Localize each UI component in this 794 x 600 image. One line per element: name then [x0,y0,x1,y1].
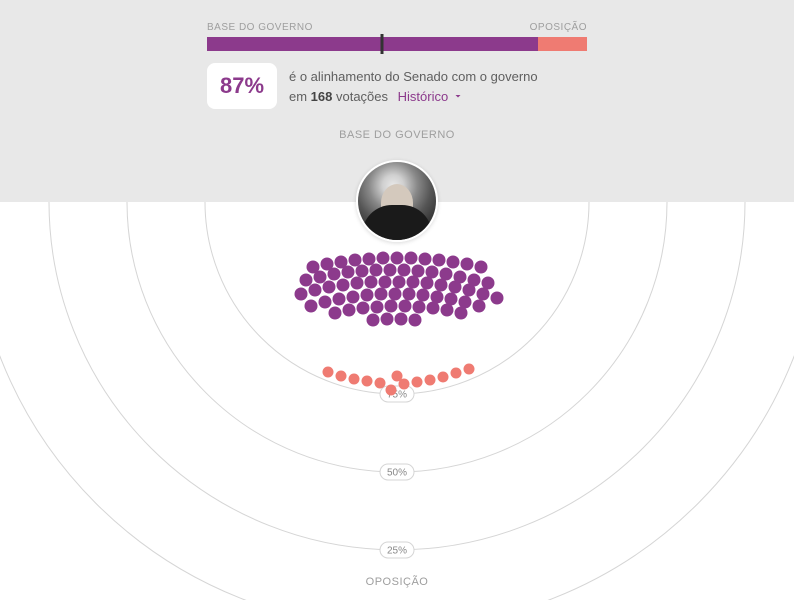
gov-label: BASE DO GOVERNO [207,22,313,33]
bar-opp-segment [538,37,587,51]
dot-government[interactable] [403,288,416,301]
dot-government[interactable] [455,307,468,320]
historic-link[interactable]: Histórico [398,87,465,107]
dot-government[interactable] [342,266,355,279]
dot-government[interactable] [421,277,434,290]
dot-opposition[interactable] [392,371,403,382]
dot-government[interactable] [385,300,398,313]
dot-government[interactable] [419,253,432,266]
dot-government[interactable] [333,293,346,306]
dot-government[interactable] [379,276,392,289]
bar-divider [380,34,383,54]
dot-opposition[interactable] [451,368,462,379]
bottom-center-label: OPOSIÇÃO [0,576,794,588]
dot-government[interactable] [384,264,397,277]
dot-opposition[interactable] [386,385,397,396]
stat-votes-word: votações [332,89,388,104]
opp-label: OPOSIÇÃO [530,22,587,33]
bar-gov-segment [207,37,538,51]
dot-government[interactable] [377,252,390,265]
avatar [356,160,438,242]
dot-government[interactable] [389,288,402,301]
dot-government[interactable] [398,264,411,277]
dot-government[interactable] [461,258,474,271]
dot-government[interactable] [349,254,362,267]
dot-government[interactable] [314,271,327,284]
dot-government[interactable] [395,313,408,326]
dot-opposition[interactable] [425,375,436,386]
top-center-label: BASE DO GOVERNO [0,129,794,141]
dot-government[interactable] [399,300,412,313]
bar-labels: BASE DO GOVERNO OPOSIÇÃO [207,22,587,33]
dot-government[interactable] [381,313,394,326]
stat-prefix2: em [289,89,311,104]
dot-government[interactable] [491,292,504,305]
dot-government[interactable] [309,284,322,297]
dot-government[interactable] [433,254,446,267]
dot-government[interactable] [413,301,426,314]
dot-government[interactable] [393,276,406,289]
dot-government[interactable] [427,302,440,315]
dot-government[interactable] [405,252,418,265]
dot-government[interactable] [475,261,488,274]
ring-label-50%: 50% [387,468,407,479]
dot-government[interactable] [463,284,476,297]
dot-government[interactable] [347,291,360,304]
dot-government[interactable] [337,279,350,292]
dot-opposition[interactable] [464,364,475,375]
dot-government[interactable] [447,256,460,269]
alignment-bar [207,37,587,51]
dot-government[interactable] [370,264,383,277]
stat-box: 87% é o alinhamento do Senado com o gove… [207,63,587,109]
dot-government[interactable] [305,300,318,313]
chevron-down-icon [452,90,464,102]
dot-government[interactable] [391,252,404,265]
dot-government[interactable] [441,304,454,317]
dot-opposition[interactable] [336,371,347,382]
radial-chart: 75%50%25%0% [0,160,794,600]
dot-government[interactable] [375,288,388,301]
arc-50% [127,202,667,472]
stat-votes-count: 168 [311,89,333,104]
dot-government[interactable] [323,281,336,294]
dot-government[interactable] [351,277,364,290]
dot-government[interactable] [417,289,430,302]
historic-label: Histórico [398,87,449,107]
dot-opposition[interactable] [362,376,373,387]
dot-government[interactable] [328,268,341,281]
dot-government[interactable] [363,253,376,266]
dot-government[interactable] [473,300,486,313]
dot-government[interactable] [371,301,384,314]
dot-opposition[interactable] [375,378,386,389]
dot-government[interactable] [295,288,308,301]
dot-government[interactable] [343,304,356,317]
dot-government[interactable] [356,265,369,278]
stat-line1: é o alinhamento do Senado com o governo [289,69,538,84]
dot-government[interactable] [449,281,462,294]
stat-text: é o alinhamento do Senado com o governo … [289,63,538,106]
dot-government[interactable] [407,276,420,289]
dot-opposition[interactable] [412,377,423,388]
dot-opposition[interactable] [323,367,334,378]
dot-government[interactable] [365,276,378,289]
ring-label-25%: 25% [387,546,407,557]
dot-government[interactable] [300,274,313,287]
dot-opposition[interactable] [349,374,360,385]
dot-government[interactable] [477,288,490,301]
dot-government[interactable] [435,279,448,292]
alignment-pct-badge: 87% [207,63,277,109]
dot-government[interactable] [409,314,422,327]
dot-government[interactable] [361,289,374,302]
dot-government[interactable] [319,296,332,309]
dot-opposition[interactable] [438,372,449,383]
dot-government[interactable] [329,307,342,320]
dot-government[interactable] [357,302,370,315]
dot-government[interactable] [367,314,380,327]
